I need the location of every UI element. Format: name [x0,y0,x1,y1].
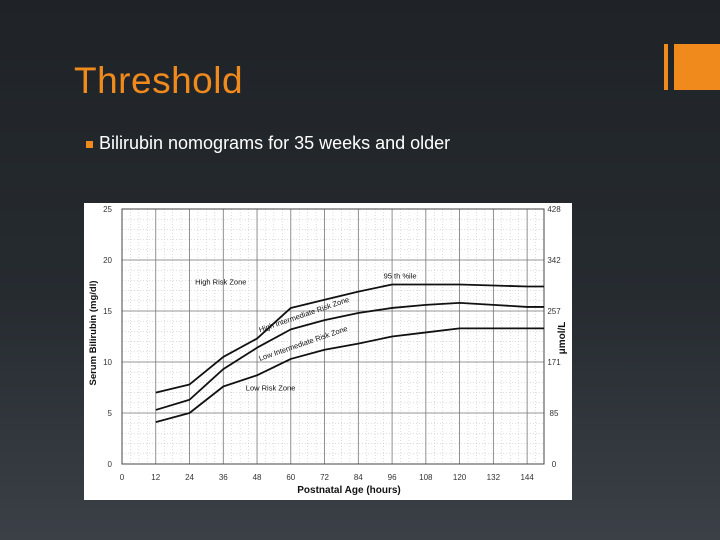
y-right-tick-label: 85 [550,409,559,418]
y-right-tick-label: 0 [552,460,557,469]
x-tick-label: 96 [388,473,397,482]
zone-annotation: 95 th %ile [384,271,417,280]
bilirubin-nomogram-chart: 0 5 10 15 20 25 0 85 171 257 342 428 0 12 24 36 48 60 72 84… [88,205,568,496]
slide-title: Threshold [74,60,244,101]
x-tick-label: 48 [253,473,262,482]
series-layer [155,283,544,424]
zone-annotation: High Risk Zone [195,277,246,286]
y-axis-right-label: μmol/L [557,322,568,355]
y-right-tick-label: 171 [547,358,561,367]
series-line-2 [155,301,544,411]
x-tick-label: 0 [120,473,125,482]
bullet-item: Bilirubin nomograms for 35 weeks and old… [86,133,450,154]
x-tick-label: 24 [185,473,194,482]
y-axis-label: Serum Bilirubin (mg/dl) [88,280,99,385]
y-tick-label: 15 [103,307,112,316]
x-tick-label: 84 [354,473,363,482]
decor-bar-thin [664,44,668,90]
zone-annotation: Low Risk Zone [246,384,296,393]
y-tick-label: 20 [103,256,112,265]
bullet-text: Bilirubin nomograms for 35 weeks and old… [99,133,451,153]
x-tick-label: 36 [219,473,228,482]
y-tick-label: 10 [103,358,112,367]
x-tick-label: 120 [453,473,467,482]
decor-bar-thick [674,44,720,90]
axes-layer: 0 5 10 15 20 25 0 85 171 257 342 428 0 12 24 36 48 60 72 84… [103,205,561,482]
y-right-tick-label: 257 [547,307,561,316]
series-line-3 [155,327,544,424]
series-line-1 [155,283,544,394]
y-tick-label: 0 [108,460,113,469]
x-tick-label: 108 [419,473,433,482]
y-tick-label: 25 [103,205,112,214]
x-axis-label: Postnatal Age (hours) [297,485,401,496]
nomogram-chart-panel: 0 5 10 15 20 25 0 85 171 257 342 428 0 12 24 36 48 60 72 84… [84,203,572,500]
x-tick-label: 12 [151,473,160,482]
y-right-tick-label: 428 [547,205,561,214]
x-tick-label: 132 [487,473,501,482]
y-right-tick-label: 342 [547,256,561,265]
x-tick-label: 144 [520,473,534,482]
y-tick-label: 5 [108,409,113,418]
x-tick-label: 60 [286,473,295,482]
plot-border [121,208,545,465]
x-tick-label: 72 [320,473,329,482]
bullet-square-icon [86,141,93,148]
